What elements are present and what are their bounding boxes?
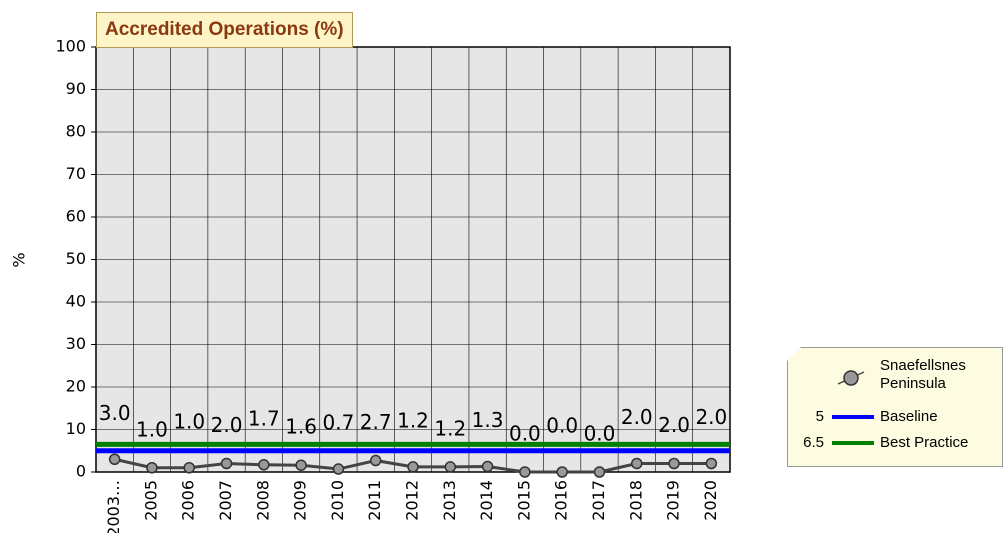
data-label: 2.0 <box>621 405 653 429</box>
x-tick-label: 2020 <box>701 480 720 521</box>
y-tick-label: 60 <box>66 207 86 226</box>
legend-symbols <box>832 370 874 445</box>
data-point <box>668 457 680 470</box>
data-point <box>407 461 419 473</box>
data-label: 2.0 <box>658 413 690 437</box>
data-label: 1.0 <box>173 409 205 433</box>
y-tick-label: 10 <box>66 419 86 438</box>
x-tick-label: 2012 <box>403 480 422 521</box>
x-tick-label: 2011 <box>365 480 384 521</box>
legend-marker <box>843 370 859 386</box>
x-tick-label: 2010 <box>328 480 347 521</box>
data-label: 0.7 <box>323 411 355 435</box>
x-tick-label: 2005 <box>141 480 160 521</box>
x-tick-label: 2016 <box>552 480 571 521</box>
x-tick-label: 2017 <box>589 480 608 521</box>
data-point <box>258 459 270 471</box>
data-point <box>146 462 158 474</box>
y-tick-label: 90 <box>66 79 86 98</box>
data-point <box>444 461 457 473</box>
y-tick-label: 100 <box>55 37 86 56</box>
x-tick-label: 2013 <box>440 480 459 521</box>
data-label: 2.7 <box>360 410 392 434</box>
x-tick-label: 2008 <box>253 480 272 521</box>
legend-label: Snaefellsnes Peninsula <box>880 357 966 392</box>
data-label: 2.0 <box>211 413 243 437</box>
x-tick-label: 2014 <box>477 480 496 521</box>
legend-label: Best Practice <box>880 434 969 451</box>
data-label: 2.0 <box>695 405 727 429</box>
data-label: 1.2 <box>434 416 466 440</box>
data-point <box>295 459 307 471</box>
data-point <box>631 457 643 470</box>
x-tick-label: 2019 <box>664 480 683 521</box>
y-tick-label: 50 <box>66 249 86 268</box>
y-tick-label: 80 <box>66 122 86 141</box>
data-label: 0.0 <box>509 422 541 446</box>
data-point <box>369 454 382 467</box>
legend: Snaefellsnes Peninsula 5 Baseline 6.5 Best P… <box>787 347 1003 467</box>
data-point <box>705 457 718 470</box>
data-point <box>519 466 531 478</box>
data-point <box>556 466 568 478</box>
data-label: 1.7 <box>248 406 280 430</box>
x-tick-label: 2006 <box>179 480 198 521</box>
data-point <box>220 457 233 470</box>
x-tick-label: 2003… <box>104 480 123 533</box>
x-tick-label: 2018 <box>626 480 645 521</box>
x-tick-label: 2015 <box>514 480 533 521</box>
data-label: 0.0 <box>584 422 616 446</box>
data-point <box>481 460 494 473</box>
y-axis-label: % <box>10 252 29 267</box>
data-label: 1.2 <box>397 408 429 432</box>
y-tick-label: 20 <box>66 377 86 396</box>
data-label: 1.6 <box>285 415 317 439</box>
legend-label: Baseline <box>880 408 938 425</box>
data-label: 0.0 <box>546 414 578 438</box>
data-point <box>593 466 606 478</box>
data-point <box>332 463 345 475</box>
y-tick-label: 70 <box>66 164 86 183</box>
data-label: 3.0 <box>99 401 131 425</box>
legend-value: 6.5 <box>803 434 824 451</box>
data-label: 1.3 <box>472 408 504 432</box>
y-tick-label: 40 <box>66 292 86 311</box>
y-tick-label: 0 <box>76 462 86 481</box>
x-tick-label: 2007 <box>216 480 235 521</box>
chart-title: Accredited Operations (%) <box>96 12 353 48</box>
y-tick-label: 30 <box>66 334 86 353</box>
legend-value: 5 <box>815 408 824 425</box>
x-tick-label: 2009 <box>291 480 310 521</box>
data-label: 1.0 <box>136 417 168 441</box>
data-point <box>183 462 195 474</box>
data-point <box>108 453 121 465</box>
